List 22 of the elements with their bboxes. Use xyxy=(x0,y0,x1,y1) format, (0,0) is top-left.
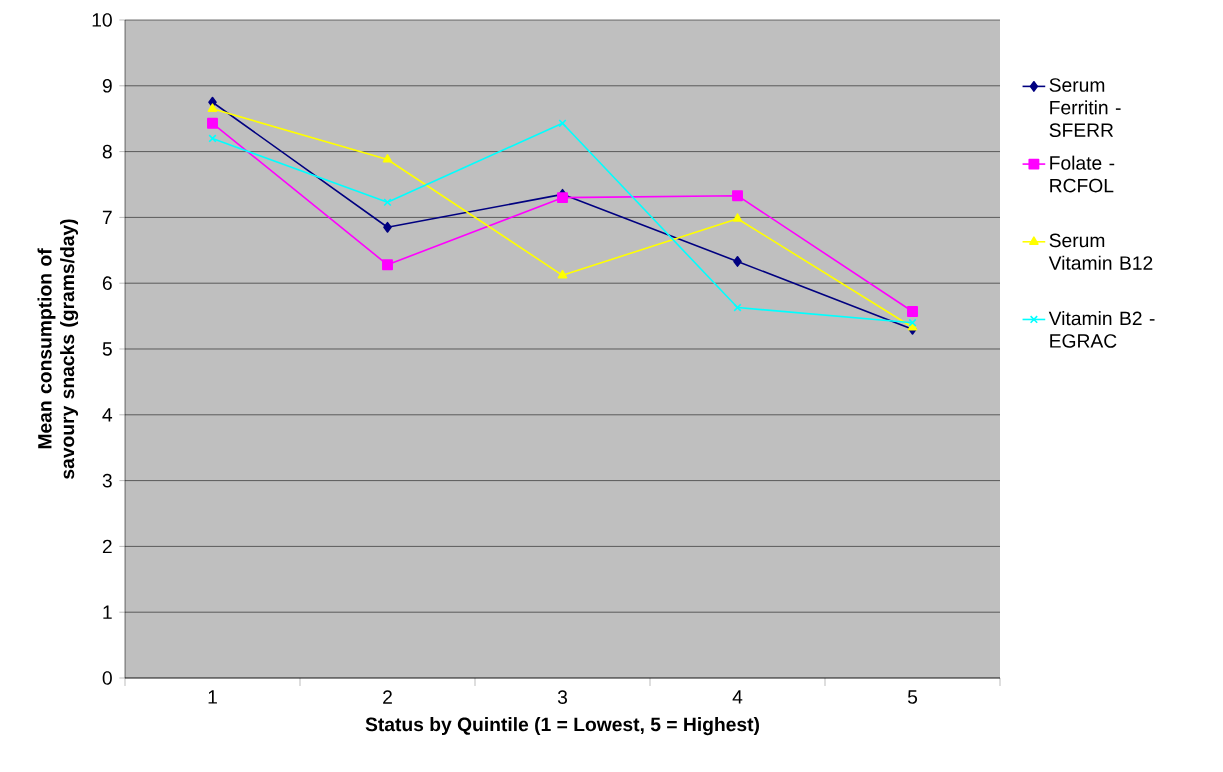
x-tick-label: 3 xyxy=(557,690,568,704)
y-tick-label: 3 xyxy=(102,473,112,488)
y-tick-label: 2 xyxy=(102,539,112,554)
x-tick-label: 4 xyxy=(732,690,743,704)
y-axis-title: Mean consumption of savoury snacks (grams/day) xyxy=(37,219,79,479)
y-tick-label: 0 xyxy=(102,671,112,685)
y-tick-label: 1 xyxy=(103,605,112,619)
legend-label: Serum Vitamin B12 xyxy=(1048,233,1153,270)
y-tick-label: 5 xyxy=(102,342,112,356)
y-tick-label: 4 xyxy=(102,408,113,422)
legend-label: Vitamin B2 - EGRAC xyxy=(1048,311,1155,348)
x-tick-label: 1 xyxy=(208,690,217,704)
y-tick-label: 7 xyxy=(102,210,112,225)
y-tick-label: 9 xyxy=(102,78,112,93)
y-tick-label: 6 xyxy=(102,276,112,291)
legend-label: Folate - RCFOL xyxy=(1050,155,1115,193)
x-tick-label: 5 xyxy=(907,690,918,704)
y-tick-label: 10 xyxy=(92,13,112,27)
y-tick-label: 8 xyxy=(102,144,112,159)
x-tick-label: 2 xyxy=(383,690,392,704)
legend-label: Serum Ferritin - SFERR xyxy=(1049,78,1121,138)
x-axis-title: Status by Quintile (1 = Lowest, 5 = Highest) xyxy=(365,717,760,736)
